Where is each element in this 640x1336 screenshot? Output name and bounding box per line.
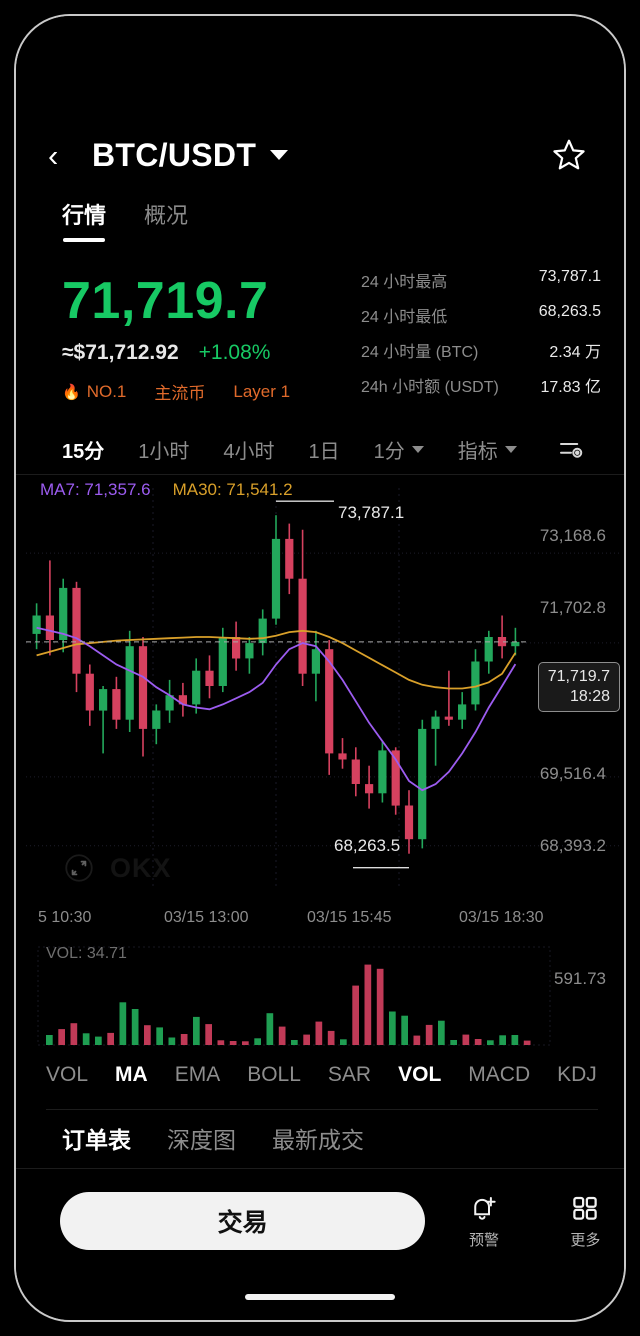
last-price: 71,719.7 bbox=[62, 272, 269, 330]
candlestick-canvas[interactable] bbox=[16, 476, 624, 916]
current-price-time: 18:28 bbox=[569, 688, 610, 705]
stat-row: 24 小时最低 68,263.5 bbox=[361, 303, 601, 327]
price-subline: ≈$71,712.92 +1.08% bbox=[62, 341, 270, 365]
price-usd: ≈$71,712.92 bbox=[62, 341, 179, 364]
chart-settings-icon[interactable] bbox=[556, 434, 586, 464]
token-tags: 🔥 NO.1 主流币 Layer 1 bbox=[62, 379, 290, 404]
section-tabs: 行情 概况 bbox=[62, 198, 188, 242]
x-axis-label: 03/15 13:00 bbox=[164, 909, 249, 926]
app-header: ‹ BTC/USDT bbox=[16, 124, 624, 186]
x-axis-label: 03/15 18:30 bbox=[459, 909, 544, 926]
timeframe-1d[interactable]: 1日 bbox=[308, 440, 340, 463]
timeframe-4h[interactable]: 4小时 bbox=[223, 440, 275, 463]
divider bbox=[46, 1109, 598, 1110]
indicator-boll[interactable]: BOLL bbox=[247, 1063, 301, 1086]
low-marker-label: 68,263.5 bbox=[334, 836, 401, 855]
market-stats: 24 小时最高 73,787.1 24 小时最低 68,263.5 24 小时量… bbox=[361, 268, 601, 408]
indicator-vol-left[interactable]: VOL bbox=[46, 1063, 89, 1086]
tag-rank[interactable]: 🔥 NO.1 bbox=[62, 382, 126, 402]
tab-orderbook[interactable]: 订单表 bbox=[62, 1127, 131, 1153]
timeframe-more-label: 1分 bbox=[373, 440, 405, 463]
stat-value: 73,787.1 bbox=[538, 268, 601, 285]
x-axis-label: 03/15 15:45 bbox=[307, 909, 392, 926]
indicator-ema[interactable]: EMA bbox=[174, 1063, 221, 1086]
divider bbox=[16, 1168, 624, 1169]
tab-overview[interactable]: 概况 bbox=[144, 203, 189, 228]
y-axis-label: 68,393.2 bbox=[539, 836, 606, 855]
price-change-percent: +1.08% bbox=[198, 341, 271, 364]
phone-frame: ‹ BTC/USDT 行情 概况 71,719.7 ≈$71,712.92 +1… bbox=[14, 14, 626, 1322]
chevron-down-icon bbox=[411, 445, 424, 453]
indicator-sar[interactable]: SAR bbox=[327, 1063, 372, 1086]
indicator-ma[interactable]: MA bbox=[115, 1063, 148, 1086]
tag-mainstream[interactable]: 主流币 bbox=[154, 384, 206, 403]
more-label: 更多 bbox=[570, 1231, 601, 1249]
timeframe-1h[interactable]: 1小时 bbox=[138, 440, 190, 463]
y-axis-label: 69,516.4 bbox=[539, 764, 606, 783]
divider bbox=[16, 474, 624, 475]
stat-value: 68,263.5 bbox=[538, 303, 601, 320]
home-indicator bbox=[245, 1294, 395, 1300]
stat-label: 24 小时最低 bbox=[361, 309, 448, 326]
high-marker-label: 73,787.1 bbox=[338, 503, 405, 522]
ma30-label: MA30: 71,541.2 bbox=[172, 480, 293, 499]
tab-market[interactable]: 行情 bbox=[62, 198, 106, 242]
tab-recent-trades[interactable]: 最新成交 bbox=[272, 1127, 364, 1153]
back-chevron-icon[interactable]: ‹ bbox=[48, 137, 59, 173]
y-axis-label: 71,702.8 bbox=[539, 598, 606, 617]
ma7-label: MA7: 71,357.6 bbox=[40, 480, 151, 499]
star-icon[interactable] bbox=[550, 136, 588, 174]
app-screen: ‹ BTC/USDT 行情 概况 71,719.7 ≈$71,712.92 +1… bbox=[16, 16, 624, 1320]
y-axis-labels: 73,168.6 71,702.8 69,516.4 68,393.2 bbox=[508, 476, 618, 916]
volume-label: VOL: 34.71 bbox=[46, 945, 127, 962]
stat-label: 24 小时最高 bbox=[361, 274, 448, 291]
flame-icon: 🔥 bbox=[62, 383, 81, 401]
current-price-value: 71,719.7 bbox=[547, 668, 610, 685]
x-axis-label: 5 10:30 bbox=[38, 909, 92, 926]
y-axis-label: 73,168.6 bbox=[539, 526, 606, 545]
page-title[interactable]: BTC/USDT bbox=[92, 136, 257, 173]
stat-row: 24h 小时额 (USDT) 17.83 亿 bbox=[361, 373, 601, 397]
indicator-kdj[interactable]: KDJ bbox=[557, 1063, 597, 1086]
chevron-down-icon bbox=[504, 445, 517, 453]
alert-button[interactable]: 预警 bbox=[441, 1193, 526, 1250]
more-button[interactable]: 更多 bbox=[543, 1193, 624, 1250]
expand-fullscreen-icon[interactable] bbox=[62, 851, 96, 885]
x-axis-labels: 5 10:30 03/15 13:00 03/15 15:45 03/15 18… bbox=[16, 909, 624, 935]
trade-button[interactable]: 交易 bbox=[60, 1192, 426, 1250]
chevron-down-icon[interactable] bbox=[270, 150, 289, 160]
price-chart[interactable]: MA7: 71,357.6 MA30: 71,541.2 73,168.6 71… bbox=[16, 476, 624, 916]
tag-layer1[interactable]: Layer 1 bbox=[233, 381, 291, 401]
volume-max-label: 591.73 bbox=[554, 969, 606, 988]
bell-plus-icon bbox=[467, 1193, 501, 1223]
indicator-menu[interactable]: 指标 bbox=[458, 435, 517, 464]
action-bar: 交易 预警 更多 bbox=[16, 1176, 624, 1266]
indicator-macd[interactable]: MACD bbox=[468, 1063, 531, 1086]
indicator-vol[interactable]: VOL bbox=[398, 1063, 442, 1086]
indicator-row: VOL MA EMA BOLL SAR VOL MACD KDJ BOLL bbox=[16, 1054, 624, 1096]
stat-value: 17.83 亿 bbox=[540, 379, 602, 396]
indicator-menu-label: 指标 bbox=[457, 440, 498, 463]
volume-canvas[interactable] bbox=[16, 941, 624, 1053]
chart-watermark: OKX bbox=[62, 851, 172, 885]
ma-legend: MA7: 71,357.6 MA30: 71,541.2 bbox=[40, 480, 293, 500]
stat-label: 24h 小时额 (USDT) bbox=[361, 379, 499, 396]
order-section-tabs: 订单表 深度图 最新成交 bbox=[62, 1121, 364, 1155]
tab-depth[interactable]: 深度图 bbox=[167, 1127, 236, 1153]
timeframe-more[interactable]: 1分 bbox=[374, 435, 424, 464]
grid-more-icon bbox=[569, 1193, 601, 1223]
stat-row: 24 小时量 (BTC) 2.34 万 bbox=[361, 338, 601, 362]
current-price-badge: 71,719.7 18:28 bbox=[537, 662, 620, 712]
stat-label: 24 小时量 (BTC) bbox=[361, 344, 479, 361]
timeframe-bar: 15分 1小时 4小时 1日 1分 指标 bbox=[16, 424, 624, 474]
tag-rank-label: NO.1 bbox=[86, 381, 127, 401]
timeframe-15m[interactable]: 15分 bbox=[62, 440, 105, 463]
alert-label: 预警 bbox=[468, 1231, 499, 1249]
stat-value: 2.34 万 bbox=[549, 344, 601, 361]
stat-row: 24 小时最高 73,787.1 bbox=[361, 268, 601, 292]
volume-chart[interactable]: VOL: 34.71 591.73 bbox=[16, 941, 624, 1053]
okx-logo: OKX bbox=[110, 852, 172, 883]
